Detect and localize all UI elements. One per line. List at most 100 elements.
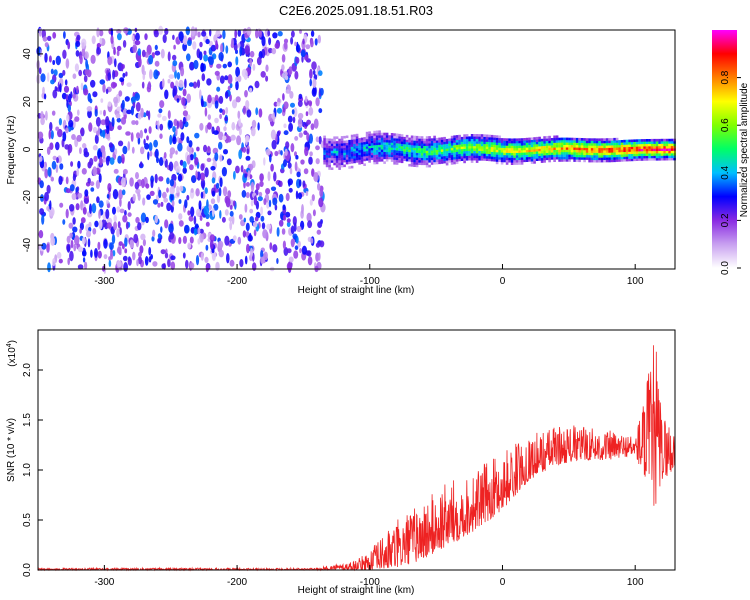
spectrogram-cell (138, 57, 142, 68)
spectrogram-cell (96, 47, 101, 55)
spectrogram-cell (87, 109, 92, 119)
spectrogram-cell (520, 152, 524, 156)
spectrogram-cell (420, 160, 424, 163)
spectrogram-cell (475, 150, 479, 154)
spectrogram-cell (84, 51, 89, 60)
spectrogram-cell (240, 165, 244, 173)
spectrogram-cell (453, 154, 456, 158)
snr-x-tick-label: -300 (94, 577, 114, 588)
spectrogram-cell (270, 163, 274, 172)
spectrogram-cell (395, 159, 399, 163)
snr-plot-area (38, 330, 675, 570)
spectrogram-cell (588, 145, 591, 148)
spectrogram-cell (328, 157, 331, 161)
spectrogram-cell (261, 36, 266, 47)
spectrogram-cell (450, 138, 454, 141)
spectrogram-cell (430, 159, 434, 163)
spectrogram-cell (608, 154, 611, 158)
spectrogram-cell (272, 197, 278, 206)
spectrogram-cell (515, 143, 519, 146)
spectrogram-cell (413, 154, 416, 158)
spectrogram-cell (348, 142, 351, 145)
spectrogram-cell (375, 130, 379, 134)
spectrogram-cell (548, 154, 551, 158)
spectrogram-cell (363, 149, 366, 152)
spectrogram-cell (353, 151, 356, 154)
spectrogram-cell (420, 141, 424, 144)
spectrogram-cell (53, 69, 58, 76)
spectrogram-cell (205, 264, 209, 273)
spectrogram-cell (173, 44, 176, 50)
spectrogram-cell (600, 159, 604, 163)
spectrogram-cell (500, 159, 504, 163)
colorbar-tick-label: 0.6 (720, 118, 731, 132)
spectrogram-cell (610, 147, 614, 151)
spectrogram-cell (455, 142, 459, 145)
spectrogram-cell (378, 149, 381, 153)
spectrogram-cell (193, 228, 198, 236)
spectrogram-cell (520, 159, 524, 163)
spectrogram-cell (390, 154, 394, 158)
spectrogram-cell (578, 147, 581, 151)
spectrogram-cell (418, 148, 421, 151)
spectrogram-cell (648, 146, 651, 149)
spectrogram-cell (358, 142, 361, 146)
spectrogram-cell (583, 142, 586, 146)
spectrogram-cell (493, 135, 496, 138)
spectrogram-cell (563, 159, 566, 162)
spectrogram-cell (373, 159, 376, 163)
spectrogram-cell (199, 215, 203, 221)
spectrogram-cell (460, 141, 464, 145)
spectrogram-cell (315, 242, 321, 248)
spectrogram-cell (237, 29, 242, 37)
spectrogram-cell (265, 75, 269, 82)
spectrogram-cell (550, 140, 554, 143)
spectrogram-cell (199, 233, 204, 243)
snr-x-label: Height of straight line (km) (298, 585, 415, 596)
spectrogram-cell (72, 217, 76, 225)
spectrogram-cell (186, 154, 191, 165)
spectrogram-cell (540, 157, 544, 161)
spectrogram-cell (323, 140, 326, 143)
spectrogram-cell (410, 142, 414, 146)
spectrogram-cell (83, 147, 88, 156)
spectrogram-cell (408, 137, 411, 141)
spectrogram-cell (523, 159, 526, 163)
spectrogram-cell (330, 143, 334, 147)
spectrogram-cell (253, 195, 258, 206)
figure-title: C2E6.2025.091.18.51.R03 (279, 3, 433, 18)
spectrogram-cell (533, 149, 536, 152)
spectrogram-cell (82, 207, 87, 215)
spectrogram-cell (335, 136, 339, 139)
spectrogram-cell (333, 148, 336, 151)
spectrogram-cell (273, 101, 278, 107)
spectrogram-cell (142, 239, 146, 247)
spectrogram-cell (463, 153, 466, 156)
spectrogram-cell (166, 177, 170, 185)
spectrogram-cell (468, 150, 471, 154)
spectrogram-cell (325, 157, 329, 160)
spectrogram-cell (658, 155, 661, 159)
spectrogram-cell (328, 150, 331, 154)
spectrogram-cell (440, 144, 444, 147)
spectrogram-cell (523, 154, 526, 158)
spectrogram-cell (115, 113, 121, 119)
spectrogram-cell (120, 63, 124, 72)
spectrogram-cell (353, 146, 356, 149)
spectrogram-cell (635, 151, 639, 154)
spectrogram-cell (613, 147, 616, 151)
spectrogram-cell (603, 150, 606, 153)
spectrogram-cell (360, 159, 364, 162)
spectrogram-cell (65, 208, 69, 219)
spectrogram-cell (190, 26, 196, 37)
spectrogram-cell (593, 145, 596, 149)
spectrogram-cell (478, 143, 481, 147)
spectrogram-cell (164, 89, 169, 100)
spectrogram-cell (483, 148, 486, 152)
spectrogram-cell (430, 138, 434, 141)
spectrogram-cell (490, 156, 494, 159)
spectrogram-cell (52, 60, 56, 65)
spectrogram-cell (383, 161, 386, 164)
spectrogram-cell (257, 196, 263, 202)
spectrogram-cell (285, 89, 290, 94)
